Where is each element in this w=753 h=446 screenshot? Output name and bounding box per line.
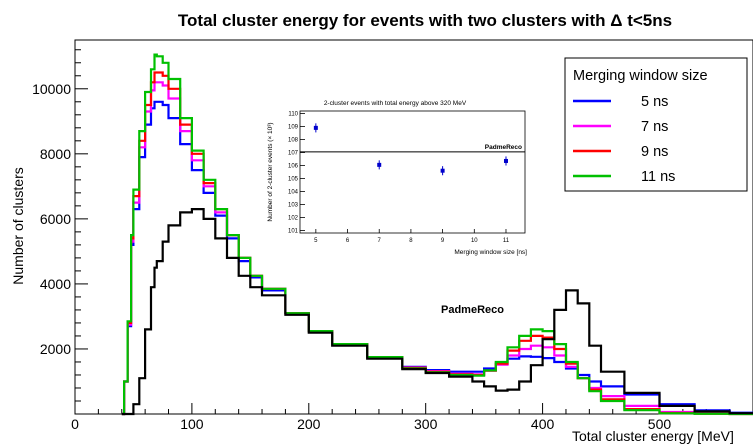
main-series-group	[121, 53, 753, 416]
inset-plot: 2-cluster events with total energy above…	[258, 95, 531, 263]
inset-point	[377, 162, 382, 167]
x-tick-label: 300	[414, 416, 438, 432]
y-tick-label: 4000	[40, 276, 71, 292]
legend-entry: 5 ns	[641, 94, 668, 110]
inset-x-tick-label: 5	[314, 238, 318, 244]
inset-x-tick-label: 9	[441, 238, 445, 244]
inset-y-tick-label: 110	[288, 112, 298, 118]
inset-y-tick-label: 101	[288, 228, 299, 234]
y-tick-label: 8000	[40, 146, 71, 162]
inset-y-tick-label: 107	[288, 151, 299, 157]
inset-point	[440, 168, 445, 173]
inset-x-tick-label: 6	[346, 238, 350, 244]
inset-x-tick-label: 10	[471, 238, 478, 244]
padmereco-annotation: PadmeReco	[441, 304, 504, 316]
inset-point	[313, 125, 318, 130]
x-tick-label: 500	[648, 416, 672, 432]
inset-y-tick-label: 106	[288, 164, 299, 170]
x-tick-label: 200	[297, 416, 321, 432]
inset-points-group	[300, 123, 525, 176]
inset-y-tick-label: 102	[288, 215, 299, 221]
inset-point	[503, 158, 508, 163]
inset-frame	[299, 110, 526, 234]
inset-y-tick-label: 104	[288, 189, 299, 195]
chart-title: Total cluster energy for events with two…	[178, 11, 672, 30]
legend-entry: 11 ns	[641, 169, 675, 185]
inset-x-tick-label: 7	[378, 238, 382, 244]
series-11-ns	[121, 53, 753, 416]
legend-title: Merging window size	[573, 68, 708, 84]
inset-title: 2-cluster events with total energy above…	[324, 100, 467, 107]
inset-y-tick-label: 108	[288, 138, 299, 144]
series-padmereco	[121, 208, 753, 416]
legend: Merging window size 5 ns 7 ns 9 ns 11 ns	[564, 57, 748, 192]
inset-x-tick-label: 11	[503, 238, 510, 244]
x-axis-title: Total cluster energy [MeV]	[572, 428, 734, 444]
y-tick-label: 10000	[32, 81, 71, 97]
inset-reference-label: PadmeReco	[485, 144, 522, 151]
x-tick-label: 0	[71, 416, 79, 432]
x-tick-label: 100	[180, 416, 204, 432]
legend-entry: 7 ns	[641, 119, 668, 135]
legend-box	[564, 57, 748, 192]
plot-frame	[74, 39, 753, 415]
inset-x-tick-label: 8	[409, 238, 413, 244]
inset-y-tick-label: 103	[288, 202, 299, 208]
inset-y-axis-title: Number of 2-cluster events (× 10³)	[267, 122, 274, 221]
main-axis-ticks: 0 100 200 300 400 500 2000 4000 6000 8000 10000	[32, 49, 753, 432]
inset-axis-ticks: 5 6 7 8 9 10 11 101 102 103 104 105 106 107 108 109 110	[288, 112, 510, 244]
inset-y-tick-label: 105	[288, 176, 299, 182]
inset-x-axis-title: Merging window size [ns]	[454, 249, 527, 256]
legend-entry: 9 ns	[641, 144, 668, 160]
y-tick-label: 2000	[40, 341, 71, 357]
inset-background	[258, 95, 531, 263]
inset-y-tick-label: 109	[288, 125, 299, 131]
y-axis-title: Number of clusters	[10, 167, 26, 284]
x-tick-label: 400	[531, 416, 555, 432]
y-tick-label: 6000	[40, 211, 71, 227]
